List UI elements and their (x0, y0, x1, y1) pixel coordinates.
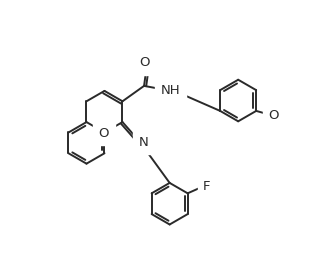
Text: O: O (139, 56, 149, 69)
Text: N: N (138, 136, 148, 149)
Text: O: O (269, 109, 279, 122)
Text: F: F (203, 180, 211, 193)
Text: NH: NH (161, 84, 180, 97)
Text: O: O (99, 127, 109, 140)
